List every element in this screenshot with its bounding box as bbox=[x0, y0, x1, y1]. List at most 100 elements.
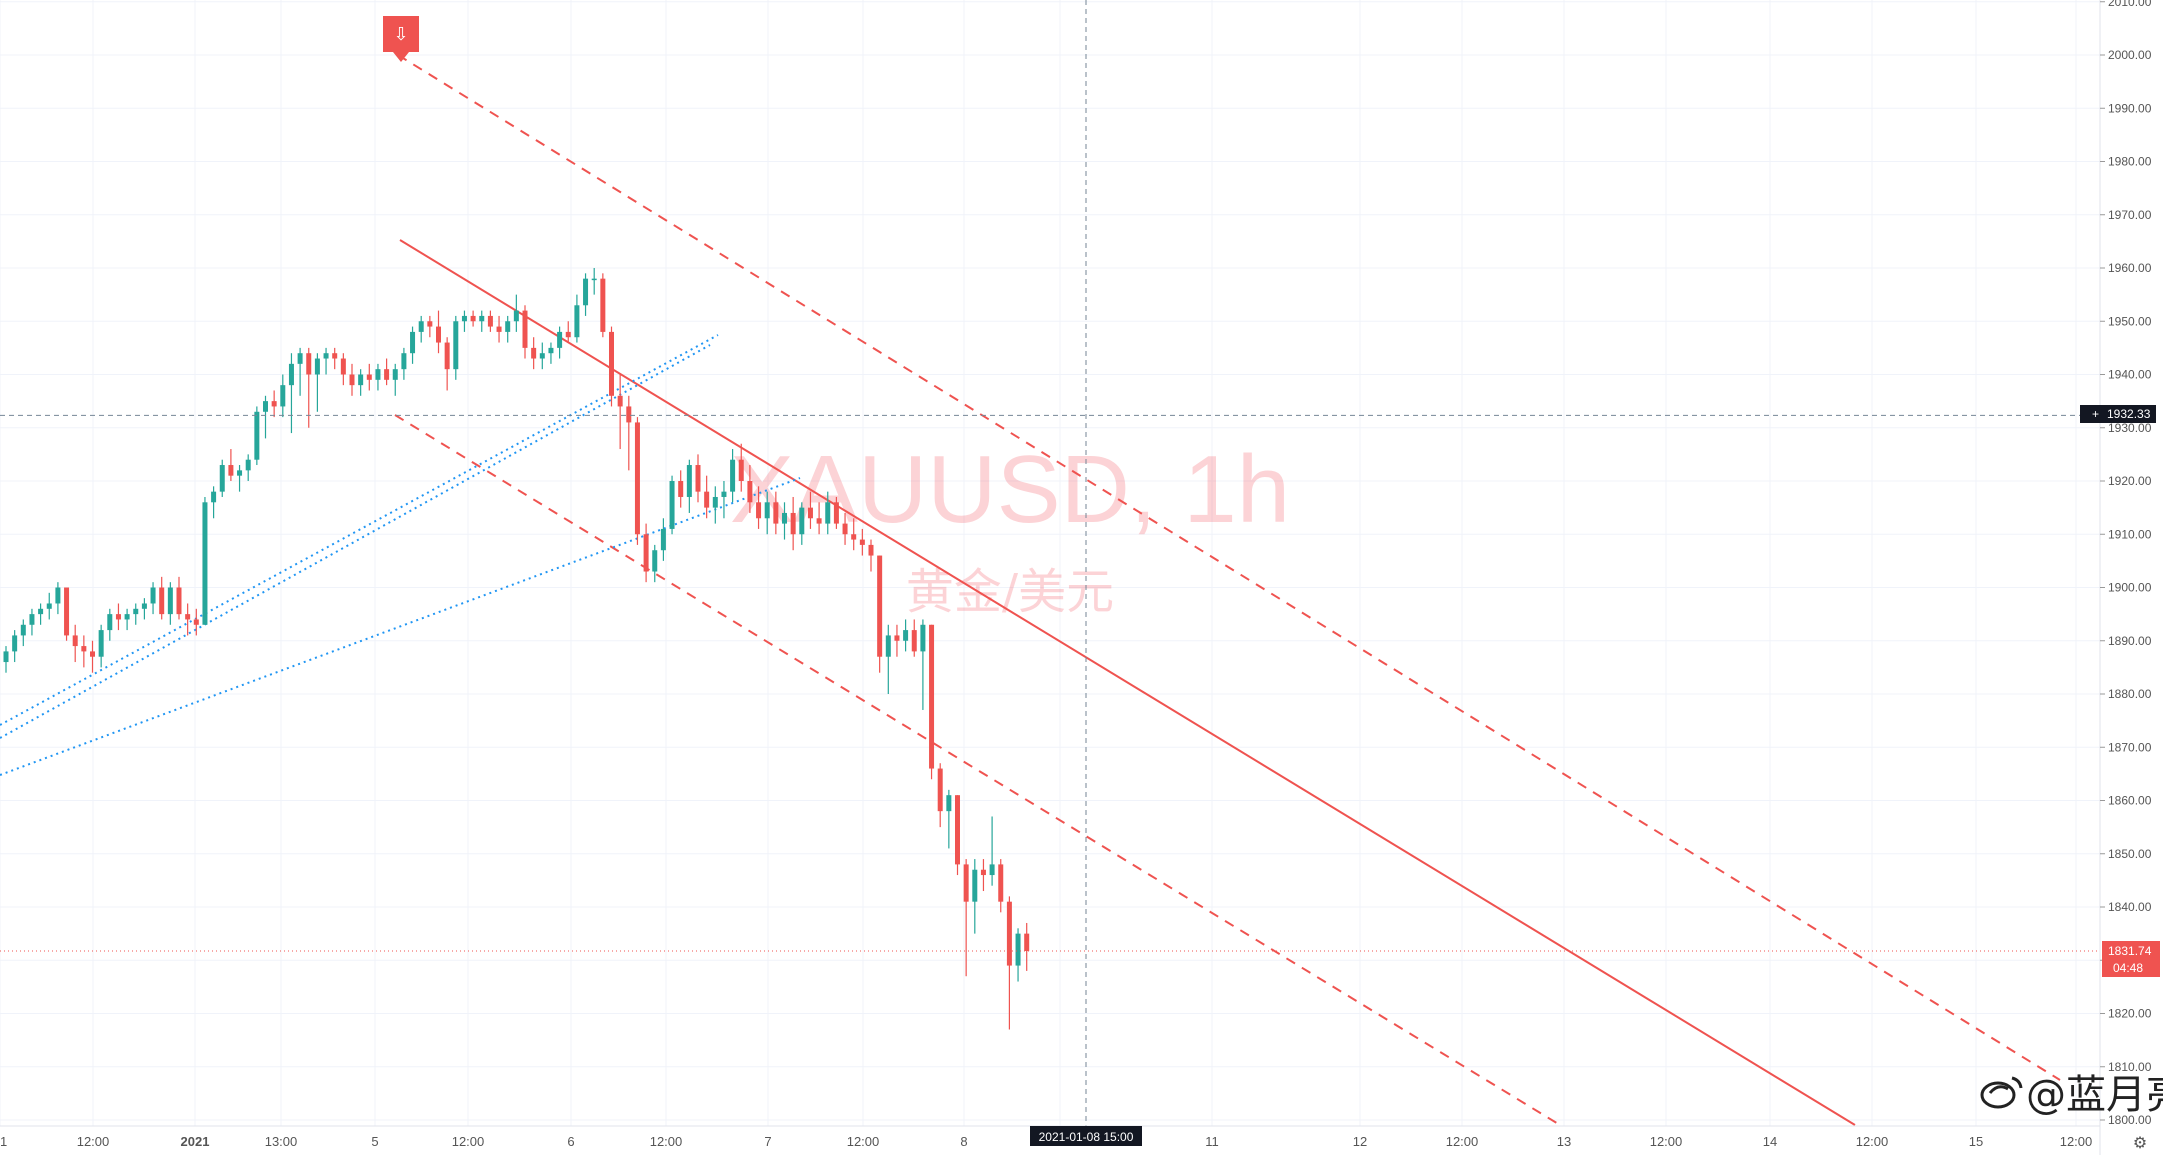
candle[interactable] bbox=[418, 315, 424, 343]
candle[interactable] bbox=[496, 315, 502, 343]
candle[interactable] bbox=[920, 619, 926, 710]
candle[interactable] bbox=[522, 305, 528, 359]
candle[interactable] bbox=[332, 347, 338, 370]
candle[interactable] bbox=[946, 789, 952, 849]
candle[interactable] bbox=[1015, 928, 1021, 982]
candle[interactable] bbox=[877, 555, 883, 673]
candle[interactable] bbox=[245, 454, 251, 481]
candle[interactable] bbox=[851, 518, 857, 551]
candle[interactable] bbox=[124, 608, 130, 631]
candle[interactable] bbox=[3, 646, 9, 673]
candle[interactable] bbox=[392, 363, 398, 396]
candle[interactable] bbox=[81, 635, 87, 668]
candle[interactable] bbox=[487, 310, 493, 332]
candle[interactable] bbox=[773, 491, 779, 535]
candle[interactable] bbox=[219, 459, 225, 497]
candle[interactable] bbox=[288, 353, 294, 434]
candle[interactable] bbox=[842, 512, 848, 545]
dotted-trendline-1[interactable] bbox=[0, 334, 719, 726]
channel-lower-dashed[interactable] bbox=[394, 414, 1561, 1126]
candle[interactable] bbox=[12, 630, 18, 663]
candle[interactable] bbox=[98, 624, 104, 668]
candle[interactable] bbox=[366, 363, 372, 391]
candle[interactable] bbox=[159, 576, 165, 620]
channel-upper-dashed[interactable] bbox=[397, 54, 2061, 1081]
candle[interactable] bbox=[505, 315, 511, 343]
candle[interactable] bbox=[660, 518, 666, 561]
candle[interactable] bbox=[38, 603, 44, 625]
drawings[interactable] bbox=[0, 54, 2061, 1126]
candle[interactable] bbox=[574, 294, 580, 343]
candle[interactable] bbox=[652, 544, 658, 583]
candle[interactable] bbox=[72, 624, 78, 663]
candle[interactable] bbox=[565, 321, 571, 343]
candle[interactable] bbox=[410, 326, 416, 364]
candle[interactable] bbox=[237, 465, 243, 492]
candle[interactable] bbox=[1024, 922, 1030, 971]
dotted-trendline-3[interactable] bbox=[0, 477, 801, 776]
candle[interactable] bbox=[176, 576, 182, 620]
candle[interactable] bbox=[384, 358, 390, 386]
candle[interactable] bbox=[972, 859, 978, 934]
candle[interactable] bbox=[531, 337, 537, 370]
candle[interactable] bbox=[825, 491, 831, 535]
candle[interactable] bbox=[513, 294, 519, 332]
candle[interactable] bbox=[539, 342, 545, 370]
candle[interactable] bbox=[686, 459, 692, 513]
candle[interactable] bbox=[764, 491, 770, 535]
candle[interactable] bbox=[721, 481, 727, 519]
candle[interactable] bbox=[738, 443, 744, 492]
candle[interactable] bbox=[1006, 896, 1012, 1030]
candle[interactable] bbox=[998, 859, 1004, 913]
candle[interactable] bbox=[297, 347, 303, 396]
candle[interactable] bbox=[929, 624, 935, 780]
candle[interactable] bbox=[730, 449, 736, 503]
candle[interactable] bbox=[583, 273, 589, 316]
candle[interactable] bbox=[626, 395, 632, 471]
candle[interactable] bbox=[280, 374, 286, 418]
candle[interactable] bbox=[712, 486, 718, 524]
candle[interactable] bbox=[479, 310, 485, 332]
candle[interactable] bbox=[323, 347, 329, 375]
candle[interactable] bbox=[600, 273, 606, 338]
candle[interactable] bbox=[150, 582, 156, 615]
candle[interactable] bbox=[868, 539, 874, 572]
candle[interactable] bbox=[609, 326, 614, 407]
candle[interactable] bbox=[833, 496, 839, 529]
downtrend-line[interactable] bbox=[399, 239, 1856, 1126]
candle[interactable] bbox=[453, 315, 459, 380]
candle[interactable] bbox=[46, 592, 52, 620]
candle[interactable] bbox=[263, 395, 268, 439]
candle[interactable] bbox=[617, 374, 623, 450]
candle[interactable] bbox=[548, 342, 554, 364]
candle[interactable] bbox=[470, 310, 476, 327]
candle[interactable] bbox=[185, 603, 191, 636]
candle[interactable] bbox=[55, 582, 61, 615]
candle[interactable] bbox=[90, 640, 95, 673]
candle[interactable] bbox=[885, 624, 891, 694]
candle[interactable] bbox=[980, 859, 986, 892]
candle[interactable] bbox=[799, 502, 805, 545]
candle[interactable] bbox=[306, 347, 312, 428]
candle[interactable] bbox=[20, 619, 26, 647]
candle[interactable] bbox=[807, 491, 813, 529]
candle[interactable] bbox=[790, 496, 796, 551]
candle[interactable] bbox=[955, 795, 960, 876]
candle[interactable] bbox=[167, 582, 173, 625]
candle[interactable] bbox=[937, 763, 943, 828]
candle[interactable] bbox=[989, 816, 995, 886]
candle[interactable] bbox=[643, 523, 649, 583]
candle[interactable] bbox=[756, 486, 762, 529]
candle[interactable] bbox=[358, 369, 364, 396]
candle[interactable] bbox=[107, 608, 113, 641]
candle[interactable] bbox=[557, 326, 563, 359]
candle[interactable] bbox=[461, 310, 467, 332]
candle[interactable] bbox=[202, 496, 208, 625]
candle[interactable] bbox=[903, 619, 909, 652]
candle[interactable] bbox=[193, 608, 199, 636]
candle[interactable] bbox=[911, 619, 917, 657]
gear-icon[interactable]: ⚙ bbox=[2133, 1135, 2147, 1152]
candle[interactable] bbox=[963, 859, 969, 977]
candle[interactable] bbox=[314, 353, 320, 412]
